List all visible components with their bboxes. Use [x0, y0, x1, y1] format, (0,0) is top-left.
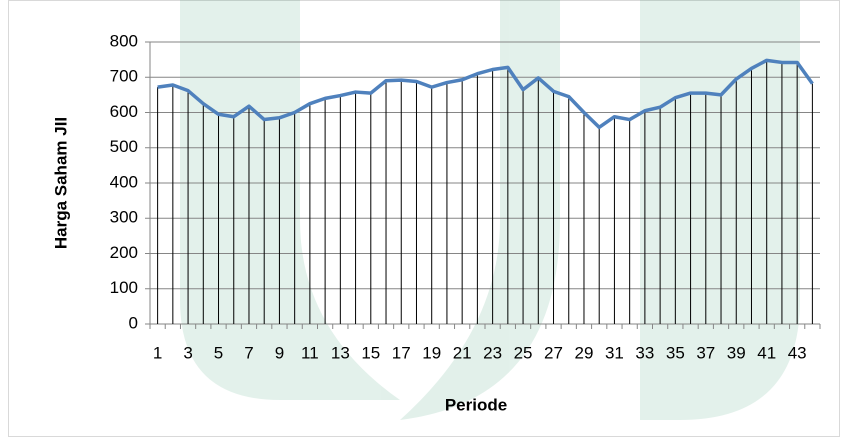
x-tick-label: 23: [483, 343, 502, 362]
x-tick-label: 43: [788, 343, 807, 362]
x-tick-label: 27: [544, 343, 563, 362]
x-tick-label: 5: [214, 343, 223, 362]
y-tick-label: 400: [110, 172, 138, 191]
x-tick-label: 9: [275, 343, 284, 362]
x-tick-label: 17: [392, 343, 411, 362]
x-tick-label: 29: [575, 343, 594, 362]
x-tick-label: 21: [453, 343, 472, 362]
y-tick-label: 200: [110, 243, 138, 262]
x-tick-label: 39: [727, 343, 746, 362]
x-tick-label: 35: [666, 343, 685, 362]
x-tick-label: 11: [301, 343, 319, 362]
x-axis-title: Periode: [445, 395, 507, 414]
x-tick-label: 1: [153, 343, 162, 362]
y-tick-label: 800: [110, 31, 138, 50]
x-tick-label: 41: [757, 343, 776, 362]
y-axis-title: Harga Saham JII: [51, 117, 70, 249]
data-line: [157, 58, 814, 130]
y-tick-label: 100: [110, 278, 138, 297]
x-tick-label: 15: [361, 343, 380, 362]
y-tick-label: 300: [110, 208, 138, 227]
x-tick-label: 37: [696, 343, 715, 362]
y-tick-label: 0: [129, 313, 138, 332]
y-tick-label: 600: [110, 102, 138, 121]
y-tick-label: 500: [110, 137, 138, 156]
x-tick-label: 25: [514, 343, 533, 362]
x-tick-label: 31: [605, 343, 624, 362]
chart-border: [8, 0, 840, 437]
x-tick-label: 19: [422, 343, 441, 362]
x-tick-label: 7: [244, 343, 253, 362]
x-tick-label: 3: [183, 343, 192, 362]
watermark: [20, 0, 800, 420]
x-tick-label: 13: [331, 343, 350, 362]
x-tick-label: 33: [635, 343, 654, 362]
y-tick-label: 700: [110, 67, 138, 86]
